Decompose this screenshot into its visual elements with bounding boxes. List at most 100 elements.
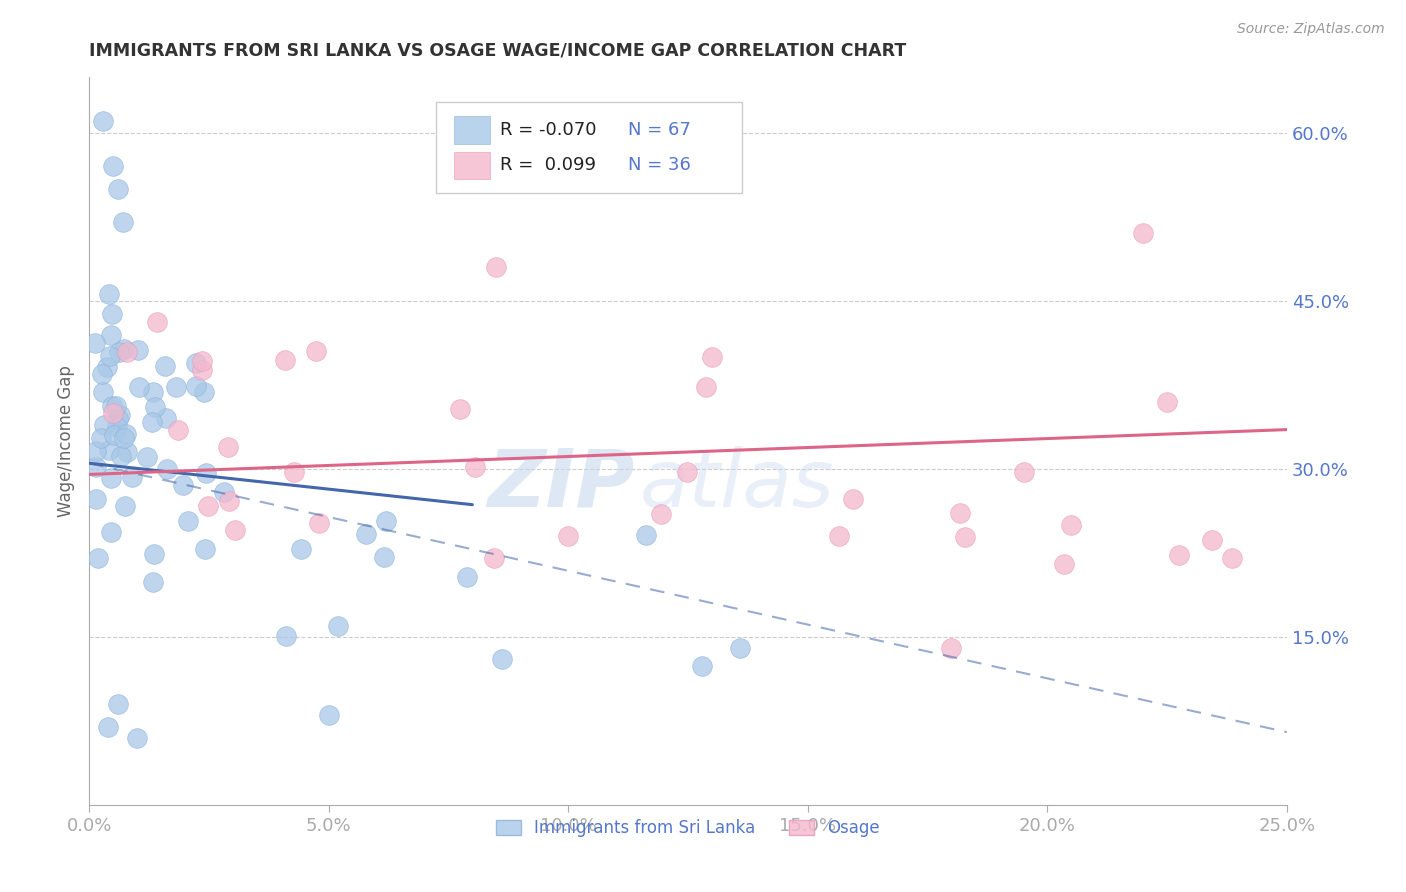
Point: [107, 697, 129, 711]
Point: [101, 399, 124, 413]
Point: [110, 449, 132, 463]
Point: [86, 491, 108, 506]
Point: [1220, 550, 1243, 565]
Point: [491, 652, 513, 666]
Point: [93, 417, 115, 432]
Point: [700, 350, 723, 364]
Point: [290, 541, 312, 556]
Point: [108, 409, 131, 423]
Y-axis label: Wage/Income Gap: Wage/Income Gap: [58, 365, 75, 516]
Point: [141, 574, 163, 589]
Point: [115, 445, 138, 459]
Point: [690, 659, 713, 673]
Text: IMMIGRANTS FROM SRI LANKA VS OSAGE WAGE/INCOME GAP CORRELATION CHART: IMMIGRANTS FROM SRI LANKA VS OSAGE WAGE/…: [89, 42, 907, 60]
Point: [101, 307, 124, 321]
Point: [141, 415, 163, 429]
Point: [1060, 517, 1083, 532]
Point: [145, 401, 167, 415]
Point: [107, 412, 129, 426]
Point: [112, 342, 135, 356]
Point: [373, 549, 395, 564]
Point: [103, 428, 125, 442]
Point: [1156, 394, 1178, 409]
Point: [953, 530, 976, 544]
Point: [90, 431, 112, 445]
Point: [485, 260, 508, 274]
Legend: Immigrants from Sri Lanka, Osage: Immigrants from Sri Lanka, Osage: [489, 813, 887, 844]
Point: [449, 402, 471, 417]
Point: [464, 460, 486, 475]
Text: ZIP: ZIP: [486, 445, 634, 524]
Text: N = 36: N = 36: [628, 156, 690, 175]
Point: [96, 359, 118, 374]
Point: [354, 526, 377, 541]
Point: [695, 380, 717, 394]
Point: [650, 507, 672, 521]
Point: [194, 542, 217, 557]
Point: [193, 384, 215, 399]
Point: [197, 499, 219, 513]
Point: [274, 629, 297, 643]
Point: [156, 462, 179, 476]
Text: N = 67: N = 67: [628, 120, 690, 139]
Point: [100, 471, 122, 485]
Point: [105, 399, 128, 413]
Point: [1167, 549, 1189, 563]
Point: [97, 442, 120, 457]
Point: [557, 529, 579, 543]
Point: [127, 343, 149, 357]
Point: [93, 114, 115, 128]
Point: [114, 499, 136, 513]
Point: [186, 356, 208, 370]
Point: [142, 547, 165, 561]
FancyBboxPatch shape: [436, 102, 742, 194]
Point: [107, 181, 129, 195]
Point: [283, 465, 305, 479]
Point: [305, 343, 328, 358]
Point: [842, 491, 865, 506]
Point: [328, 619, 350, 633]
Point: [456, 570, 478, 584]
Point: [111, 215, 134, 229]
Point: [308, 516, 330, 530]
Point: [100, 524, 122, 539]
Point: [83, 335, 105, 350]
Point: [90, 367, 112, 381]
Point: [172, 478, 194, 492]
Point: [165, 380, 187, 394]
Point: [318, 708, 340, 723]
Point: [1052, 558, 1074, 572]
Point: [121, 469, 143, 483]
Point: [224, 523, 246, 537]
Point: [98, 287, 121, 301]
Point: [108, 344, 131, 359]
Point: [114, 427, 136, 442]
Point: [191, 363, 214, 377]
FancyBboxPatch shape: [454, 152, 491, 179]
Point: [101, 159, 124, 173]
Point: [184, 378, 207, 392]
Text: R = -0.070: R = -0.070: [501, 120, 596, 139]
Point: [101, 406, 124, 420]
Point: [190, 354, 212, 368]
Point: [142, 385, 165, 400]
Point: [100, 327, 122, 342]
Point: [212, 485, 235, 500]
Text: atlas: atlas: [640, 445, 835, 524]
Point: [730, 640, 752, 655]
Point: [1012, 466, 1035, 480]
Point: [98, 349, 121, 363]
Point: [97, 720, 120, 734]
Point: [828, 528, 851, 542]
Point: [128, 380, 150, 394]
Point: [155, 411, 177, 425]
Point: [217, 440, 239, 454]
Point: [84, 443, 107, 458]
Text: Source: ZipAtlas.com: Source: ZipAtlas.com: [1237, 22, 1385, 37]
Point: [167, 423, 190, 437]
Point: [125, 731, 148, 745]
Point: [634, 528, 657, 542]
Point: [274, 352, 297, 367]
Point: [374, 514, 396, 528]
Point: [195, 467, 218, 481]
